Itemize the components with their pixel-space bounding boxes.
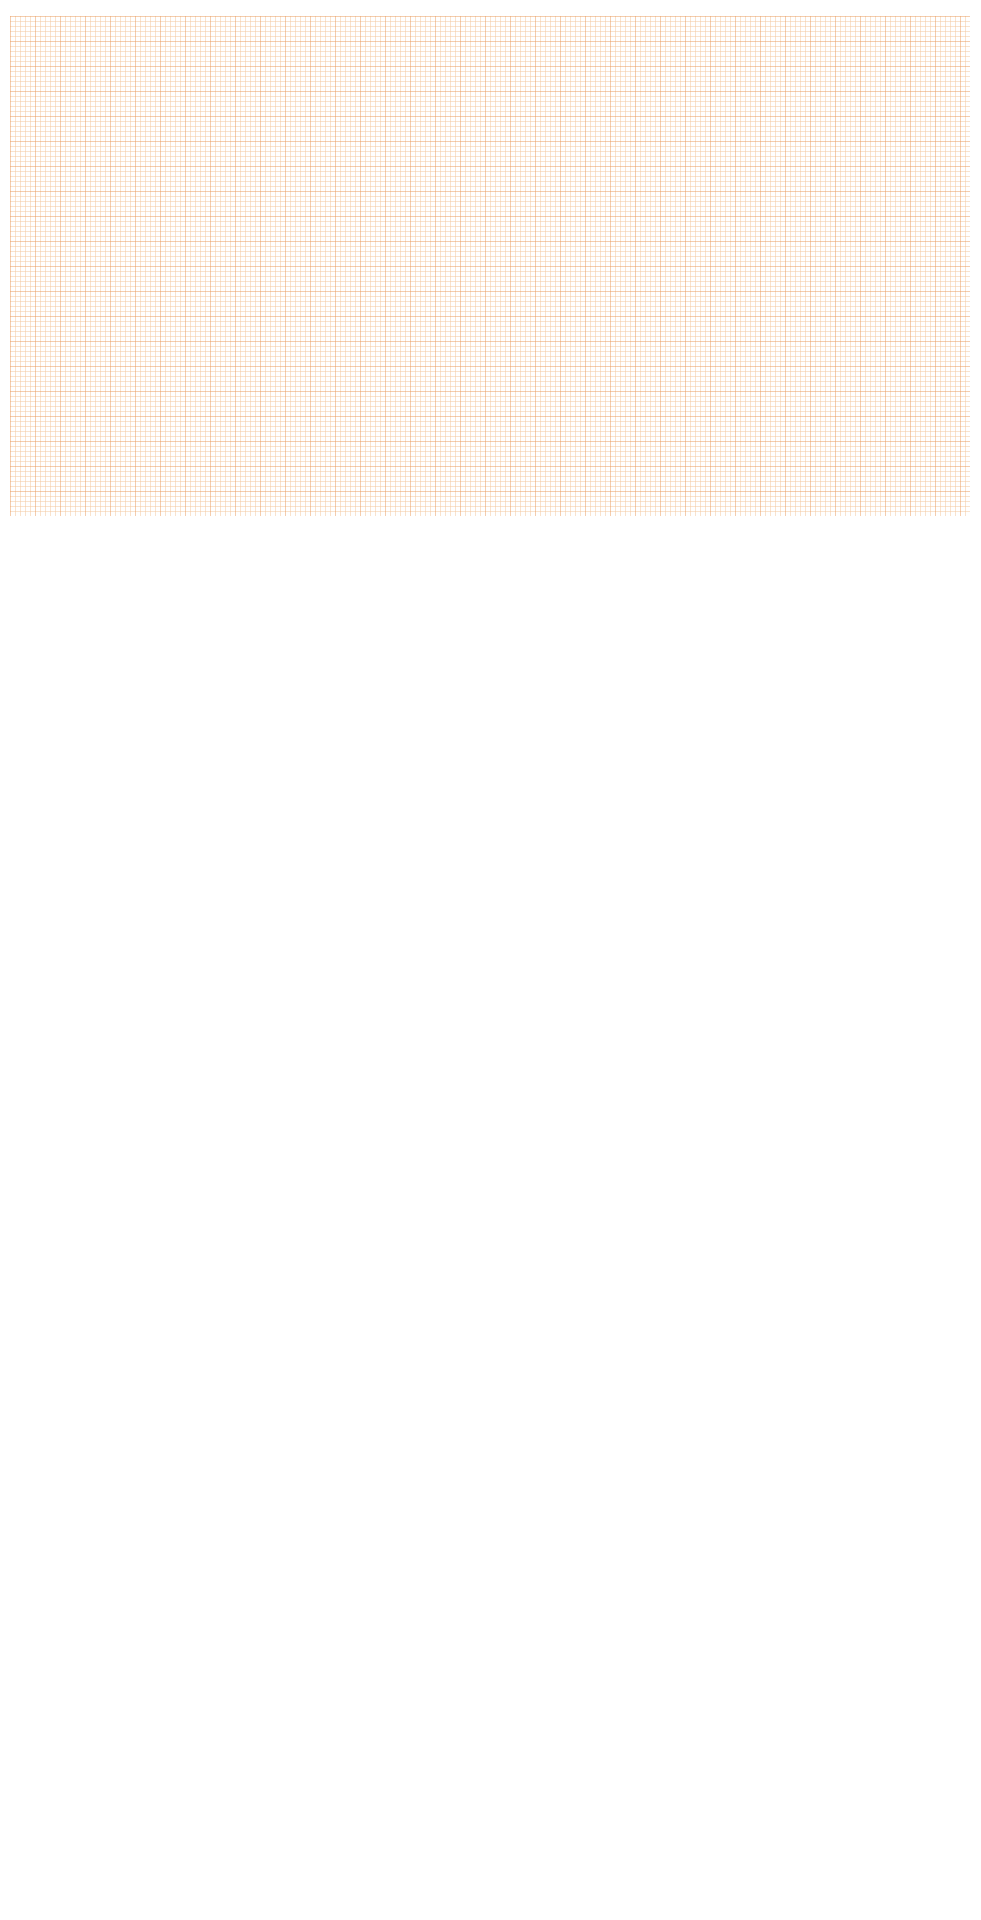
ecg-strip bbox=[10, 16, 970, 516]
ecg-traces bbox=[10, 16, 970, 516]
